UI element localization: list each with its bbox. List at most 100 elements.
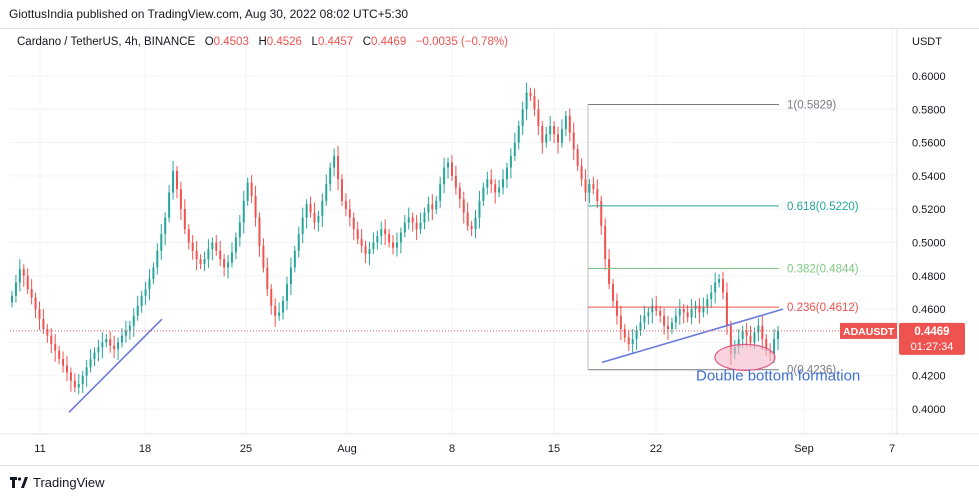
candle-body — [168, 192, 171, 218]
candle-body — [54, 344, 57, 351]
symbol-tag-label: ADAUSDT — [843, 326, 895, 338]
candle — [411, 212, 414, 232]
candle-body — [592, 184, 595, 190]
candle-body — [466, 212, 469, 226]
candle — [376, 230, 379, 250]
candle-body — [513, 142, 516, 156]
tradingview-logo-icon — [10, 476, 28, 489]
candle-body — [761, 325, 764, 340]
candle — [258, 212, 261, 257]
candle — [454, 165, 457, 195]
candle-body — [663, 315, 666, 326]
candle — [140, 290, 143, 313]
candle — [505, 162, 508, 189]
candle-body — [749, 335, 752, 343]
candle — [117, 337, 120, 361]
candle-body — [690, 309, 693, 318]
candle — [234, 232, 237, 260]
candle-body — [474, 217, 477, 230]
candle — [282, 295, 285, 320]
candle — [584, 169, 587, 202]
candle — [195, 240, 198, 271]
candle-body — [454, 175, 457, 188]
candle — [435, 195, 438, 215]
candle-body — [89, 359, 92, 368]
candle-body — [160, 234, 163, 251]
candle — [223, 254, 226, 277]
x-tick-label: Aug — [337, 443, 357, 455]
x-tick-label: 15 — [548, 443, 560, 455]
candle-body — [219, 250, 222, 260]
candle — [18, 259, 21, 292]
tradingview-brand-label: TradingView — [33, 475, 105, 490]
candle-body — [643, 315, 646, 323]
candle — [745, 323, 748, 347]
tradingview-brand[interactable]: TradingView — [10, 475, 105, 490]
candle-body — [458, 187, 461, 200]
candle-body — [490, 179, 493, 185]
candle-body — [376, 235, 379, 243]
candle-body — [521, 109, 524, 126]
candle — [38, 301, 41, 331]
candle-body — [639, 322, 642, 331]
fib-level-label: 0.236(0.4612) — [787, 302, 859, 314]
candle-body — [293, 250, 296, 268]
candle-body — [682, 309, 685, 313]
symbol-legend: Cardano / TetherUS, 4h, BINANCE O0.4503 … — [17, 36, 508, 48]
candle-body — [423, 212, 426, 223]
candle-body — [753, 332, 756, 343]
candle-body — [596, 189, 599, 201]
candle — [674, 308, 677, 330]
price-tag-countdown: 01:27:34 — [911, 341, 954, 353]
candle-body — [329, 167, 332, 185]
candle-body — [686, 312, 689, 318]
candle-body — [651, 305, 654, 313]
candle — [388, 229, 391, 248]
candle-body — [105, 339, 108, 343]
candle-body — [729, 325, 732, 355]
candle — [553, 120, 556, 144]
candle — [368, 241, 371, 266]
candle-body — [450, 162, 453, 176]
candle-body — [195, 250, 198, 260]
candle-body — [242, 200, 245, 223]
candle — [250, 175, 253, 203]
candle — [340, 174, 343, 206]
candle — [447, 157, 450, 179]
candle-body — [435, 200, 438, 210]
candle — [714, 272, 717, 304]
candle-body — [655, 305, 658, 311]
candle-body — [340, 179, 343, 201]
candle — [191, 235, 194, 260]
candle-body — [482, 187, 485, 201]
candle — [227, 254, 230, 279]
candle-body — [175, 170, 178, 190]
candle — [627, 329, 630, 352]
candle — [317, 210, 320, 232]
candle-body — [395, 242, 398, 248]
candle — [105, 334, 108, 348]
candle — [132, 308, 135, 337]
candle — [356, 221, 359, 245]
candle-body — [525, 92, 528, 110]
candle — [600, 195, 603, 235]
candle — [187, 224, 190, 250]
candle — [529, 87, 532, 101]
candle-body — [85, 367, 88, 376]
candle-body — [447, 162, 450, 168]
price-chart[interactable]: 1(0.5829) 0.618(0.5220) 0.382(0.4844) 0.236… — [0, 29, 979, 464]
candle-body — [380, 229, 383, 236]
candle — [329, 162, 332, 192]
candle — [297, 226, 300, 258]
candle-body — [419, 222, 422, 230]
candle-body — [352, 217, 355, 230]
candle — [199, 254, 202, 270]
candle — [419, 212, 422, 235]
candle-body — [203, 259, 206, 265]
candle-body — [187, 229, 190, 243]
candle — [30, 279, 33, 305]
candle-body — [11, 295, 13, 303]
candle-body — [266, 267, 269, 290]
candle-body — [30, 289, 33, 298]
candle — [333, 148, 336, 177]
